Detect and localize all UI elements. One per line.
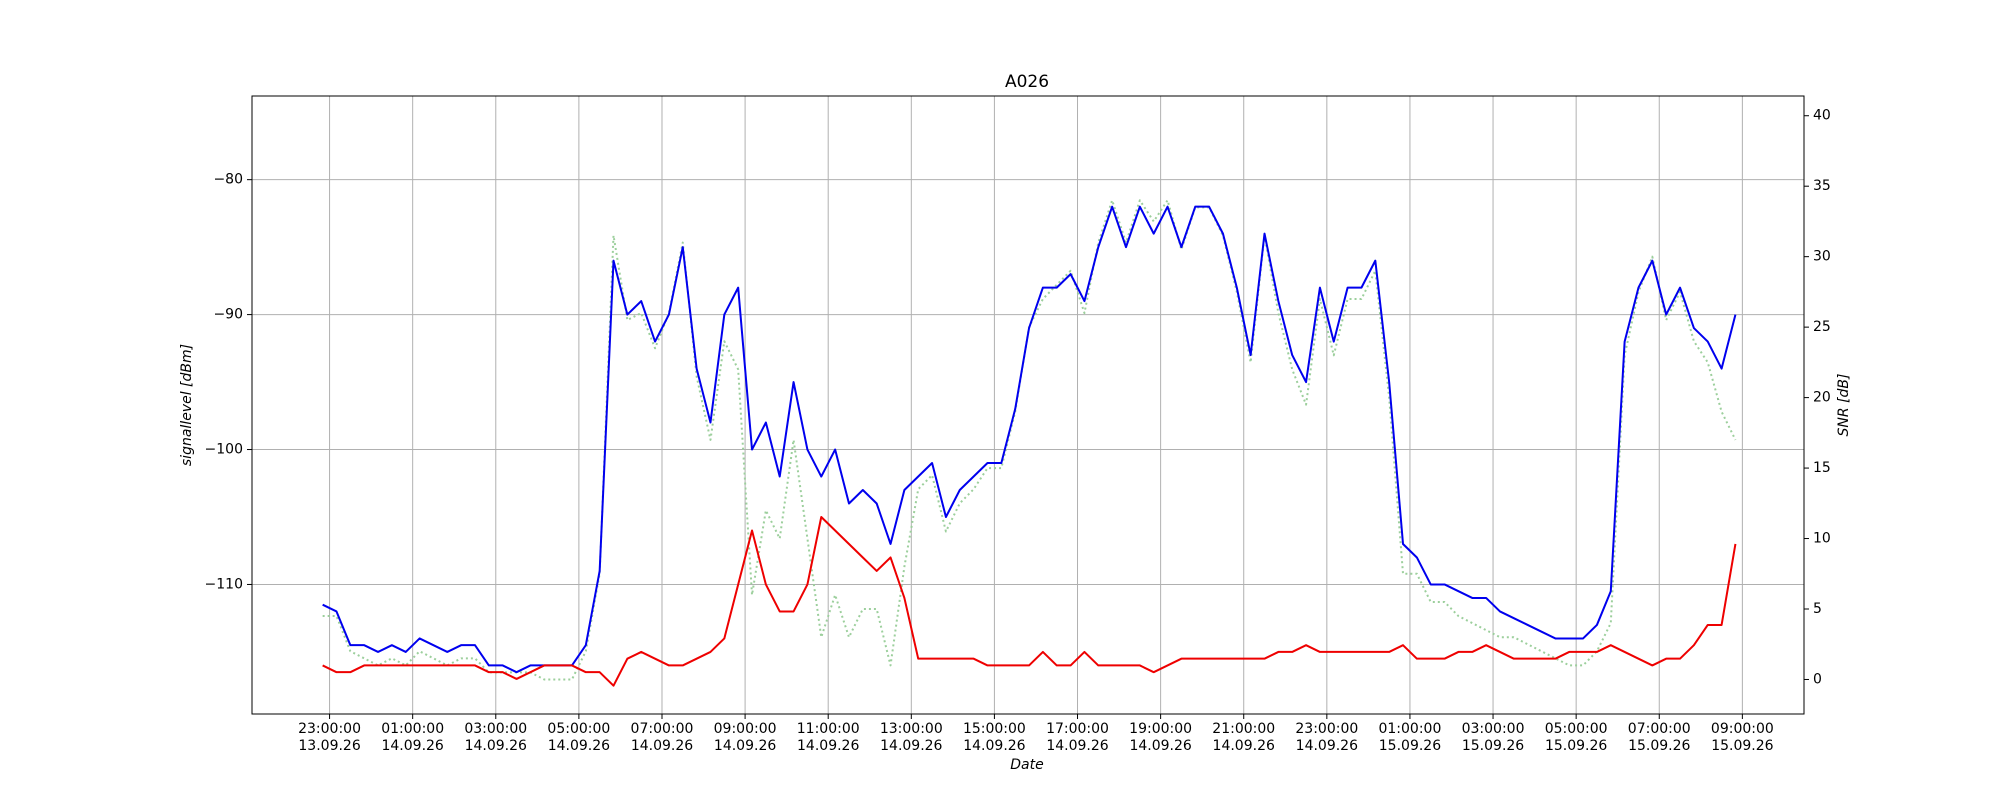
x-tick-label-line: 14.09.26 <box>963 738 1025 754</box>
x-tick-label: 03:00:00 15.09.26 <box>1462 721 1525 754</box>
x-tick-label-line: 15.09.26 <box>1462 738 1524 754</box>
y2-tick-label: 5 <box>1813 601 1822 617</box>
x-tick-label-line: 15.09.26 <box>1628 738 1690 754</box>
y-tick-label: −100 <box>205 442 243 458</box>
y-tick-label: −80 <box>213 172 243 188</box>
x-axis-label: Date <box>1010 757 1043 773</box>
x-tick-label-line: 07:00:00 <box>1628 721 1691 737</box>
x-tick-label: 19:00:00 14.09.26 <box>1129 721 1192 754</box>
y2-tick-label: 0 <box>1813 671 1822 687</box>
x-tick-label-line: 14.09.26 <box>465 738 527 754</box>
x-tick-label: 17:00:00 14.09.26 <box>1046 721 1109 754</box>
x-tick-label-line: 09:00:00 <box>714 721 777 737</box>
x-tick-label: 03:00:00 14.09.26 <box>464 721 527 754</box>
plot-frame <box>251 95 1805 715</box>
x-tick-label-line: 15.09.26 <box>1545 738 1607 754</box>
x-tick-label-line: 14.09.26 <box>1129 738 1191 754</box>
x-tick-label-line: 23:00:00 <box>1295 721 1358 737</box>
x-tick-label-line: 01:00:00 <box>381 721 444 737</box>
x-tick-label-line: 09:00:00 <box>1711 721 1774 737</box>
x-tick-label-line: 01:00:00 <box>1378 721 1441 737</box>
x-tick-label: 13:00:00 14.09.26 <box>880 721 943 754</box>
y-tick-label: −90 <box>213 307 243 323</box>
x-tick-label-line: 05:00:00 <box>547 721 610 737</box>
x-tick-label: 23:00:00 13.09.26 <box>298 721 361 754</box>
y2-tick-label: 10 <box>1813 531 1831 547</box>
y-axis-label: signallevel [dBm] <box>179 344 195 466</box>
x-tick-label: 21:00:00 14.09.26 <box>1212 721 1275 754</box>
x-tick-label: 09:00:00 14.09.26 <box>714 721 777 754</box>
x-tick-label: 05:00:00 15.09.26 <box>1545 721 1608 754</box>
x-tick-label: 07:00:00 15.09.26 <box>1628 721 1691 754</box>
y2-axis-label: SNR [dB] <box>1836 374 1852 437</box>
x-tick-label-line: 23:00:00 <box>298 721 361 737</box>
x-tick-label: 05:00:00 14.09.26 <box>547 721 610 754</box>
x-tick-label-line: 14.09.26 <box>631 738 693 754</box>
y2-tick-label: 25 <box>1813 319 1831 335</box>
x-tick-label: 15:00:00 14.09.26 <box>963 721 1026 754</box>
x-tick-label-line: 15.09.26 <box>1379 738 1441 754</box>
y-tick-label: −110 <box>205 576 243 592</box>
x-tick-label-line: 13:00:00 <box>880 721 943 737</box>
x-tick-label-line: 07:00:00 <box>631 721 694 737</box>
x-tick-label-line: 17:00:00 <box>1046 721 1109 737</box>
x-tick-label-line: 15:00:00 <box>963 721 1026 737</box>
x-tick-label-line: 14.09.26 <box>714 738 776 754</box>
x-tick-label: 01:00:00 15.09.26 <box>1378 721 1441 754</box>
y2-tick-label: 20 <box>1813 390 1831 406</box>
chart-title: A026 <box>1005 72 1049 92</box>
x-tick-label-line: 03:00:00 <box>1462 721 1525 737</box>
y2-tick-label: 35 <box>1813 178 1831 194</box>
y2-tick-label: 30 <box>1813 249 1831 265</box>
y2-tick-label: 40 <box>1813 108 1831 124</box>
x-tick-label-line: 14.09.26 <box>797 738 859 754</box>
x-tick-label-line: 19:00:00 <box>1129 721 1192 737</box>
x-tick-label-line: 21:00:00 <box>1212 721 1275 737</box>
x-tick-label: 23:00:00 14.09.26 <box>1295 721 1358 754</box>
x-tick-label-line: 14.09.26 <box>1296 738 1358 754</box>
x-tick-label: 01:00:00 14.09.26 <box>381 721 444 754</box>
x-tick-label: 09:00:00 15.09.26 <box>1711 721 1774 754</box>
y2-tick-label: 15 <box>1813 460 1831 476</box>
x-tick-label-line: 03:00:00 <box>464 721 527 737</box>
x-tick-label-line: 11:00:00 <box>797 721 860 737</box>
x-tick-label-line: 14.09.26 <box>1046 738 1108 754</box>
x-tick-label-line: 15.09.26 <box>1711 738 1773 754</box>
x-tick-label: 11:00:00 14.09.26 <box>797 721 860 754</box>
x-tick-label-line: 14.09.26 <box>1213 738 1275 754</box>
x-tick-label-line: 05:00:00 <box>1545 721 1608 737</box>
x-tick-label-line: 14.09.26 <box>880 738 942 754</box>
x-tick-label-line: 14.09.26 <box>381 738 443 754</box>
x-tick-label-line: 13.09.26 <box>298 738 360 754</box>
data-line <box>322 516 1737 687</box>
x-tick-label-line: 14.09.26 <box>548 738 610 754</box>
x-tick-label: 07:00:00 14.09.26 <box>631 721 694 754</box>
